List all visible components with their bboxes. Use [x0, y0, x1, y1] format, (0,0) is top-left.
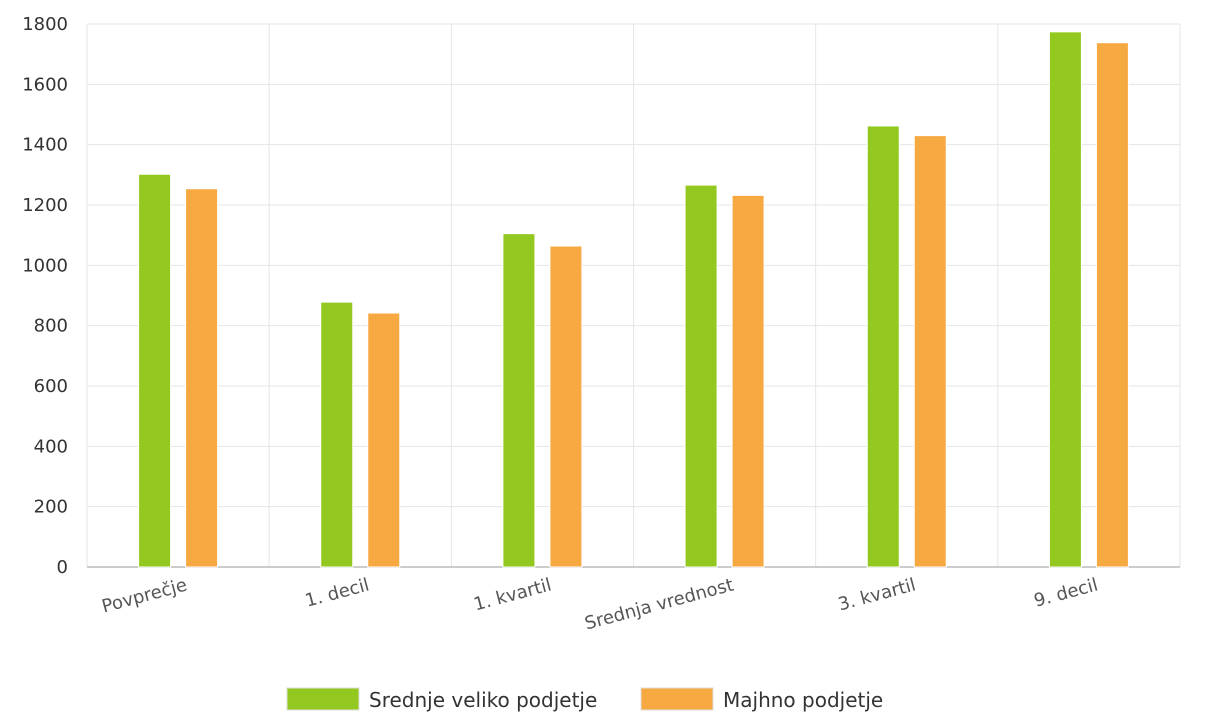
x-category-label: Srednja vrednost: [583, 575, 736, 635]
bar-srednje-veliko-3: [684, 184, 718, 568]
x-category-label: Povprečje: [100, 575, 190, 618]
bar-srednje-veliko-1: [320, 301, 354, 568]
bar-majhno-1: [367, 312, 401, 568]
x-category-label: 1. kvartil: [472, 575, 554, 616]
y-tick-label: 400: [34, 436, 68, 457]
y-axis: 0 200 400 600 800 1000 1200 1400 1600 1800: [22, 14, 68, 578]
bar-majhno-5: [1095, 42, 1129, 568]
bar-srednje-veliko-5: [1048, 31, 1082, 568]
legend-swatch: [286, 687, 360, 711]
bar-srednje-veliko-0: [138, 173, 172, 568]
grid: [86, 23, 1181, 568]
x-category-label: 3. kvartil: [836, 575, 918, 616]
bar-srednje-veliko-4: [866, 125, 900, 568]
y-tick-label: 600: [34, 376, 68, 397]
legend-swatch: [640, 687, 714, 711]
bar-majhno-4: [913, 135, 947, 568]
legend: Srednje veliko podjetje Majhno podjetje: [286, 687, 883, 712]
y-tick-label: 1000: [22, 255, 68, 276]
bar-majhno-2: [549, 245, 583, 568]
y-tick-label: 1800: [22, 14, 68, 35]
x-category-label: 1. decil: [303, 575, 372, 612]
x-axis: Povprečje 1. decil 1. kvartil Srednja vredn…: [100, 575, 1101, 635]
y-tick-label: 0: [57, 557, 68, 578]
y-tick-label: 800: [34, 316, 68, 337]
y-tick-label: 1400: [22, 135, 68, 156]
legend-label: Majhno podjetje: [723, 688, 883, 712]
bar-majhno-3: [731, 194, 765, 568]
y-tick-label: 200: [34, 497, 68, 518]
bar-srednje-veliko-2: [502, 233, 536, 568]
y-tick-label: 1200: [22, 195, 68, 216]
bar-majhno-0: [185, 188, 219, 568]
bars: [138, 31, 1129, 568]
legend-label: Srednje veliko podjetje: [369, 688, 597, 712]
y-tick-label: 1600: [22, 74, 68, 95]
x-category-label: 9. decil: [1032, 575, 1101, 612]
